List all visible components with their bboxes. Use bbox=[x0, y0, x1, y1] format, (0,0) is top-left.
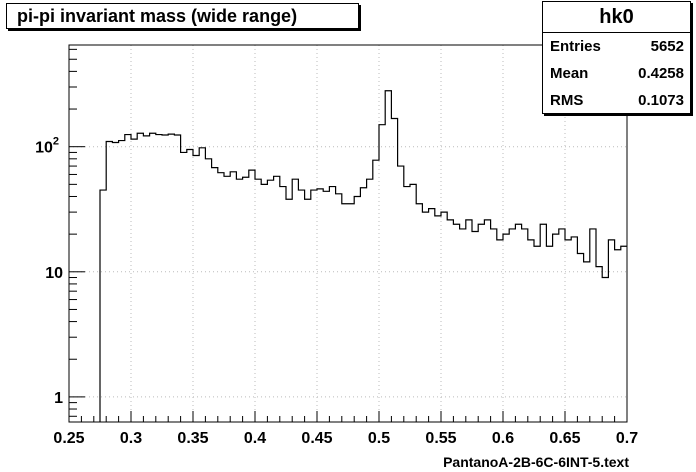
x-tick-label: 0.25 bbox=[53, 430, 84, 447]
stats-label: Entries bbox=[550, 38, 601, 55]
x-tick-labels: 0.25 0.3 0.35 0.4 0.45 0.5 0.55 0.6 0.65 0.7 bbox=[53, 430, 638, 447]
x-tick-label: 0.45 bbox=[301, 430, 332, 447]
stats-label: RMS bbox=[550, 92, 584, 109]
axis-ticks bbox=[68, 48, 628, 422]
stats-value: 0.4258 bbox=[638, 65, 684, 82]
y-tick-exponent: 2 bbox=[53, 136, 59, 148]
stats-row-rms: RMS 0.1073 bbox=[543, 87, 690, 114]
stats-value: 0.1073 bbox=[638, 92, 684, 109]
y-tick-base: 10 bbox=[35, 140, 53, 157]
plot-frame bbox=[68, 44, 628, 423]
x-tick-label: 0.6 bbox=[492, 430, 514, 447]
stats-name: hk0 bbox=[543, 2, 690, 33]
x-tick-label: 0.3 bbox=[120, 430, 142, 447]
stats-value: 5652 bbox=[650, 38, 684, 55]
y-tick-label: 1 bbox=[54, 390, 63, 407]
stats-row-entries: Entries 5652 bbox=[543, 33, 690, 60]
stats-box: hk0 Entries 5652 Mean 0.4258 RMS 0.1073 bbox=[542, 1, 691, 114]
x-tick-label: 0.55 bbox=[425, 430, 456, 447]
histogram-title: pi-pi invariant mass (wide range) bbox=[6, 3, 359, 29]
histogram-line bbox=[99, 90, 627, 422]
x-tick-label: 0.7 bbox=[616, 430, 638, 447]
x-axis-label: PantanoA-2B-6C-6INT-5.text bbox=[443, 454, 629, 470]
y-tick-base: 10 bbox=[45, 265, 63, 282]
x-tick-label: 0.65 bbox=[549, 430, 580, 447]
x-tick-label: 0.35 bbox=[177, 430, 208, 447]
x-tick-label: 0.5 bbox=[368, 430, 390, 447]
y-tick-label: 102 bbox=[35, 136, 59, 157]
x-tick-label: 0.4 bbox=[244, 430, 266, 447]
y-tick-label: 10 bbox=[45, 265, 63, 282]
stats-row-mean: Mean 0.4258 bbox=[543, 60, 690, 87]
title-text: pi-pi invariant mass (wide range) bbox=[17, 5, 298, 26]
stats-label: Mean bbox=[550, 65, 589, 82]
y-tick-base: 1 bbox=[54, 390, 63, 407]
